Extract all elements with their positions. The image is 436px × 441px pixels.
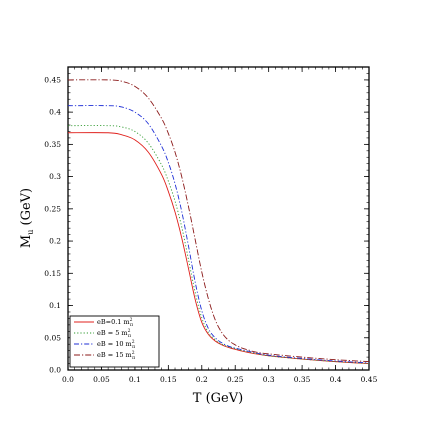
x-tick-label: 0.3 <box>263 375 275 384</box>
x-tick-label: 0.35 <box>294 375 311 384</box>
y-tick-label: 0.25 <box>44 204 61 213</box>
y-tick-label: 0.3 <box>49 172 61 181</box>
y-tick-label: 0.45 <box>44 75 61 84</box>
y-axis-title: Mu (GeV) <box>19 188 35 248</box>
y-tick-label: 0.35 <box>44 140 61 149</box>
x-tick-label: 0.15 <box>160 375 177 384</box>
plot-frame <box>67 66 370 371</box>
x-tick-label: 0.2 <box>196 375 208 384</box>
x-tick-label: 0.1 <box>129 375 141 384</box>
x-axis-title: T (GeV) <box>193 391 243 406</box>
series-line-4 <box>67 79 370 363</box>
legend-label-1: eB=0.1 m2 π <box>97 317 133 328</box>
legend: eB=0.1 m2 πeB = 5 m2 πeB = 10 m2 πeB = 15 m… <box>69 315 160 368</box>
y-axis-title-subscript: u <box>26 230 35 235</box>
legend-box <box>69 315 160 368</box>
legend-label-2: eB = 5 m2 π <box>97 328 131 339</box>
x-tick-label: 0.25 <box>227 375 244 384</box>
x-tick-label: 0.05 <box>93 375 110 384</box>
x-tick-label: 0.45 <box>361 375 378 384</box>
series-layer <box>67 79 370 365</box>
x-tick-label: 0.0 <box>62 375 74 384</box>
series-line-1 <box>67 132 370 365</box>
y-tick-label: 0.1 <box>49 301 61 310</box>
y-tick-label: 0.15 <box>44 269 61 278</box>
y-tick-label: 0.05 <box>44 333 61 342</box>
x-tick-label: 0.4 <box>330 375 342 384</box>
axis-ticks <box>67 66 370 371</box>
series-line-3 <box>67 105 370 364</box>
y-axis-title-unit: (GeV) <box>19 188 34 230</box>
y-tick-label: 0.2 <box>49 237 61 246</box>
tick-labels: 0.0 0.05 0.1 0.15 0.2 0.25 0.3 0.35 0.4 0.45 0.0 0.… <box>44 75 377 384</box>
y-tick-label: 0.0 <box>49 366 61 375</box>
y-tick-label: 0.4 <box>49 108 61 117</box>
legend-label-4: eB = 15 m2 π <box>97 350 135 361</box>
legend-label-3: eB = 10 m2 π <box>97 339 135 350</box>
y-axis-title-main: M <box>19 235 34 248</box>
